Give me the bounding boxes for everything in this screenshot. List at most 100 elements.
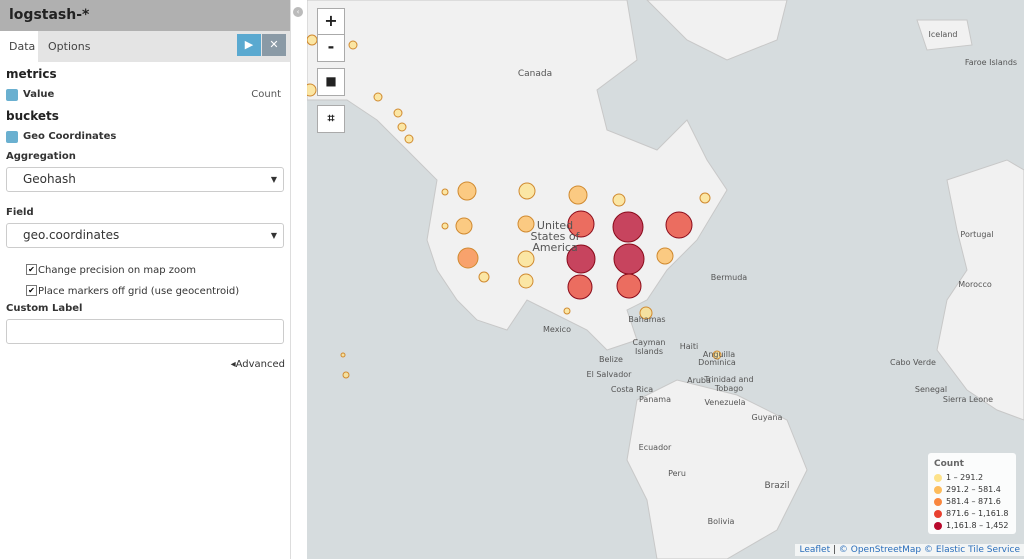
legend-label: 1 – 291.2 [946, 473, 984, 482]
geo-marker[interactable] [342, 371, 350, 379]
collapse-toggle[interactable] [6, 131, 18, 143]
place-label: Cabo Verde [890, 358, 936, 367]
collapse-sidebar[interactable]: ‹ [293, 7, 303, 17]
legend-item: 1 – 291.2 [934, 473, 983, 482]
geo-marker[interactable] [665, 211, 693, 239]
place-label: Mexico [543, 325, 571, 334]
place-label: El Salvador [586, 370, 632, 379]
place-label: Guyana [751, 413, 783, 422]
legend-item: 581.4 – 871.6 [934, 497, 1001, 506]
fit-bounds[interactable]: ⌗ [317, 105, 345, 133]
index-pattern: logstash-* [0, 0, 290, 31]
field-label: Field [6, 207, 34, 218]
place-label: Bolivia [707, 517, 735, 526]
geo-marker[interactable] [441, 222, 449, 230]
legend-swatch [934, 509, 942, 518]
aggregation-select[interactable]: Geohash ▼ [6, 167, 284, 192]
geo-marker[interactable] [699, 192, 711, 204]
tab[interactable]: Data [9, 40, 36, 53]
expand-toggle[interactable] [6, 89, 18, 101]
geo-marker[interactable] [340, 352, 346, 358]
discard-button[interactable]: ✕ [262, 34, 286, 56]
land [626, 379, 808, 559]
apply-button[interactable]: ▶ [237, 34, 261, 56]
section-heading: buckets [6, 109, 59, 123]
geo-marker[interactable] [712, 350, 722, 360]
place-label: Aruba [687, 376, 711, 385]
geo-marker[interactable] [567, 274, 593, 300]
zoom-out[interactable]: - [317, 34, 345, 62]
geo-marker[interactable] [639, 306, 653, 320]
place-label: Faroe Islands [964, 58, 1018, 67]
place-label: Canada [517, 69, 553, 79]
checkbox-label: Change precision on map zoom [38, 265, 197, 276]
map: + - ■ ⌗ Iceland Faroe Islands Canada United… [307, 0, 1024, 559]
geo-marker[interactable] [656, 247, 674, 265]
geo-marker[interactable] [441, 188, 449, 196]
tab[interactable]: Options [48, 40, 91, 53]
select-value: geo.coordinates [23, 228, 120, 242]
geo-marker[interactable] [612, 211, 644, 243]
geo-marker[interactable] [404, 134, 414, 144]
geo-marker[interactable] [568, 185, 588, 205]
geo-marker[interactable] [457, 181, 477, 201]
place-label: Portugal [960, 230, 994, 239]
link[interactable]: Leaflet [799, 545, 831, 555]
advanced-link[interactable]: ◂Advanced [230, 359, 285, 370]
select-value: Geohash [23, 172, 76, 186]
place-label: Iceland [928, 30, 958, 39]
place-label: Senegal [914, 385, 948, 394]
legend-swatch [934, 521, 942, 530]
geo-marker[interactable] [612, 193, 626, 207]
draw-rect[interactable]: ■ [317, 68, 345, 96]
geo-marker[interactable] [457, 247, 479, 269]
link[interactable]: © Elastic Tile Service [924, 545, 1020, 555]
geo-marker[interactable] [613, 243, 645, 275]
place-label: Haiti [679, 342, 699, 351]
legend-label: 581.4 – 871.6 [946, 497, 1001, 506]
field-select[interactable]: geo.coordinates ▼ [6, 223, 284, 248]
place-label: Belize [599, 355, 623, 364]
place-label: Dominica [698, 358, 736, 367]
geo-marker[interactable] [307, 34, 318, 46]
checkbox[interactable]: ✔ [26, 285, 37, 296]
checkbox-label: Place markers off grid (use geocentroid) [38, 286, 240, 297]
geo-marker[interactable] [616, 273, 642, 299]
place-label: Trinidad and Tobago [704, 375, 754, 393]
geo-marker[interactable] [393, 108, 403, 118]
geo-marker[interactable] [307, 83, 317, 97]
place-label: Brazil [764, 481, 790, 491]
legend-item: 1,161.8 – 1,452 [934, 521, 1009, 530]
geo-marker[interactable] [348, 40, 358, 50]
custom-label-input[interactable] [6, 319, 284, 344]
zoom-in[interactable]: + [317, 8, 345, 36]
geo-marker[interactable] [567, 210, 595, 238]
geo-marker[interactable] [478, 271, 490, 283]
place-label: Bermuda [710, 273, 748, 282]
place-label: Morocco [958, 280, 992, 289]
geo-marker[interactable] [517, 215, 535, 233]
geo-marker[interactable] [518, 182, 536, 200]
legend: Count 1 – 291.2 291.2 – 581.4 581.4 – 871.… [928, 453, 1016, 534]
place-label: Anguilla [702, 350, 736, 359]
geo-marker[interactable] [373, 92, 383, 102]
place-label: United States of America [530, 219, 580, 254]
place-label: Venezuela [704, 398, 746, 407]
geo-marker[interactable] [518, 273, 534, 289]
sidebar: logstash-* Data Options ▶ ✕ metrics Valu… [0, 0, 291, 559]
place-label: Ecuador [638, 443, 672, 452]
geo-marker[interactable] [563, 307, 571, 315]
section-heading: metrics [6, 67, 57, 81]
legend-item: 291.2 – 581.4 [934, 485, 1001, 494]
agg-label: Geo Coordinates [23, 131, 117, 142]
geo-marker[interactable] [517, 250, 535, 268]
place-label: Costa Rica [610, 385, 654, 394]
geo-marker[interactable] [455, 217, 473, 235]
geo-marker[interactable] [397, 122, 407, 132]
geo-marker[interactable] [566, 244, 596, 274]
checkbox[interactable]: ✔ [26, 264, 37, 275]
legend-swatch [934, 485, 942, 494]
legend-swatch [934, 473, 942, 482]
link[interactable]: © OpenStreetMap [838, 545, 922, 555]
